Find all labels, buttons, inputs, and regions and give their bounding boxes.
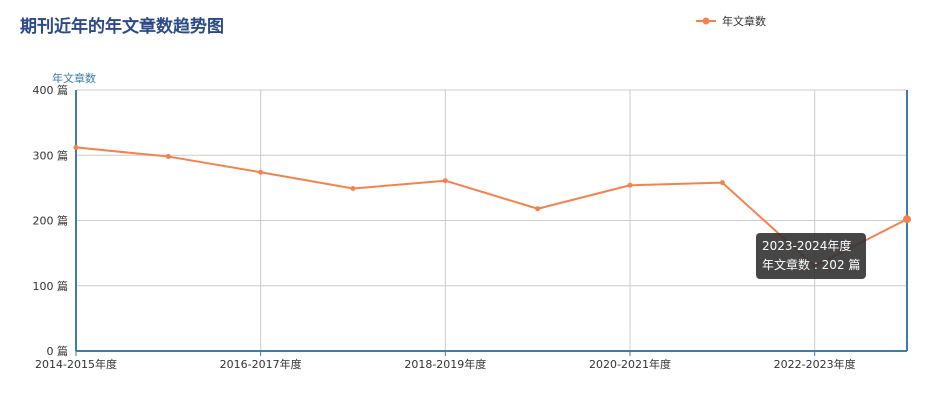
x-tick-label: 2016-2017年度: [220, 357, 302, 371]
y-tick-label: 200 篇: [33, 214, 69, 228]
y-tick-label: 300 篇: [33, 148, 69, 162]
y-tick-label: 100 篇: [33, 279, 69, 293]
y-tick-label: 0 篇: [47, 344, 69, 358]
data-point: [719, 180, 725, 186]
data-point: [442, 178, 448, 184]
data-point: [627, 182, 633, 188]
tooltip: 2023-2024年度 年文章数 : 202 篇: [756, 233, 867, 279]
legend-series-icon: [696, 17, 716, 25]
data-point: [73, 144, 79, 150]
data-point: [350, 186, 356, 192]
x-tick-label: 2020-2021年度: [589, 357, 671, 371]
y-axis-label: 年文章数: [52, 71, 96, 85]
legend[interactable]: 年文章数: [696, 13, 766, 29]
tooltip-category: 2023-2024年度: [762, 239, 852, 253]
data-point: [903, 215, 911, 224]
y-tick-label: 400 篇: [33, 83, 69, 97]
x-tick-label: 2014-2015年度: [35, 357, 117, 371]
chart-title: 期刊近年的年文章数趋势图: [20, 17, 224, 37]
series-line: [75, 146, 908, 268]
legend-series-label: 年文章数: [722, 15, 766, 28]
data-point: [258, 169, 264, 175]
x-tick-label: 2022-2023年度: [774, 357, 856, 371]
tooltip-value: 年文章数 : 202 篇: [762, 258, 861, 272]
data-point: [535, 206, 541, 212]
data-point: [165, 154, 171, 160]
x-tick-label: 2018-2019年度: [404, 357, 486, 371]
